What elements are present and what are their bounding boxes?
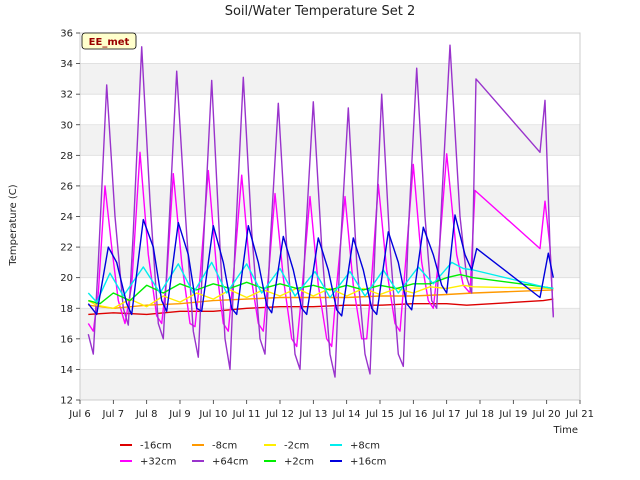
x-tick-label: Jul 7	[102, 409, 125, 420]
x-tick-label: Jul 12	[265, 409, 294, 420]
x-tick-label: Jul 21	[565, 409, 594, 420]
legend-label: +8cm	[350, 441, 380, 452]
grid-bands	[80, 32, 580, 401]
grid-band	[80, 33, 580, 64]
y-tick-label: 14	[60, 365, 73, 376]
y-tick-label: 26	[60, 181, 73, 192]
y-tick-label: 22	[60, 243, 73, 254]
grid-band	[80, 216, 580, 248]
x-tick-label: Jul 9	[168, 409, 191, 420]
x-tick-label: Jul 11	[232, 409, 261, 420]
x-tick-label: Jul 20	[532, 409, 561, 420]
x-axis-ticks: Jul 6 Jul 7 Jul 8 Jul 9 Jul 10 Jul 11 Jul 12 Ju…	[68, 400, 594, 420]
x-tick-label: Jul 15	[365, 409, 394, 420]
x-tick-label: Jul 6	[68, 409, 91, 420]
legend-label: +32cm	[140, 457, 176, 468]
y-axis-ticks: 12 14 16 18 20 22 24 26 28 30 32 34 36	[60, 29, 80, 407]
y-tick-label: 28	[60, 151, 73, 162]
ee-met-label: EE_met	[89, 37, 130, 48]
series-line-2cm	[87, 284, 554, 309]
y-tick-label: 32	[60, 90, 73, 101]
grid-band	[80, 369, 580, 400]
x-tick-label: Jul 10	[198, 409, 227, 420]
series-line-8cm	[87, 261, 554, 303]
series-line-64cm	[87, 44, 554, 378]
legend-label: +64cm	[212, 457, 248, 468]
grid-band	[80, 155, 580, 186]
series-line-8cm	[88, 289, 554, 309]
y-tick-label: 16	[60, 334, 73, 345]
x-tick-label: Jul 17	[432, 409, 461, 420]
legend-label: -16cm	[140, 441, 172, 452]
x-tick-label: Jul 8	[135, 409, 158, 420]
legend-label: -8cm	[212, 441, 237, 452]
legend-label: -2cm	[284, 441, 309, 452]
legend-label: +2cm	[284, 457, 314, 468]
y-axis-label: Temperature (C)	[8, 184, 19, 266]
grid-band	[80, 63, 580, 95]
y-tick-label: 20	[60, 273, 73, 284]
y-tick-label: 18	[60, 304, 73, 315]
x-tick-label: Jul 14	[332, 409, 361, 420]
legend-label: +16cm	[350, 457, 386, 468]
y-tick-label: 34	[60, 59, 73, 70]
y-tick-label: 30	[60, 120, 73, 131]
grid-band	[80, 94, 580, 125]
chart-title: Soil/Water Temperature Set 2	[225, 4, 416, 19]
x-tick-label: Jul 16	[398, 409, 427, 420]
grid-band	[80, 124, 580, 156]
x-tick-label: Jul 19	[498, 409, 527, 420]
y-tick-label: 12	[60, 396, 73, 407]
ee-met-annotation: EE_met	[81, 32, 137, 50]
series-lines	[87, 44, 554, 378]
x-tick-label: Jul 18	[465, 409, 494, 420]
x-axis-label: Time	[553, 425, 578, 436]
x-tick-label: Jul 13	[298, 409, 327, 420]
y-tick-label: 36	[60, 29, 73, 40]
grid-band	[80, 185, 580, 217]
legend: -16cm +32cm -8cm +64cm -2cm +2cm +8cm +16cm	[120, 441, 386, 468]
grid-band	[80, 247, 580, 278]
y-tick-label: 24	[60, 212, 73, 223]
grid-band	[80, 308, 580, 339]
series-line-16cm	[87, 214, 554, 317]
